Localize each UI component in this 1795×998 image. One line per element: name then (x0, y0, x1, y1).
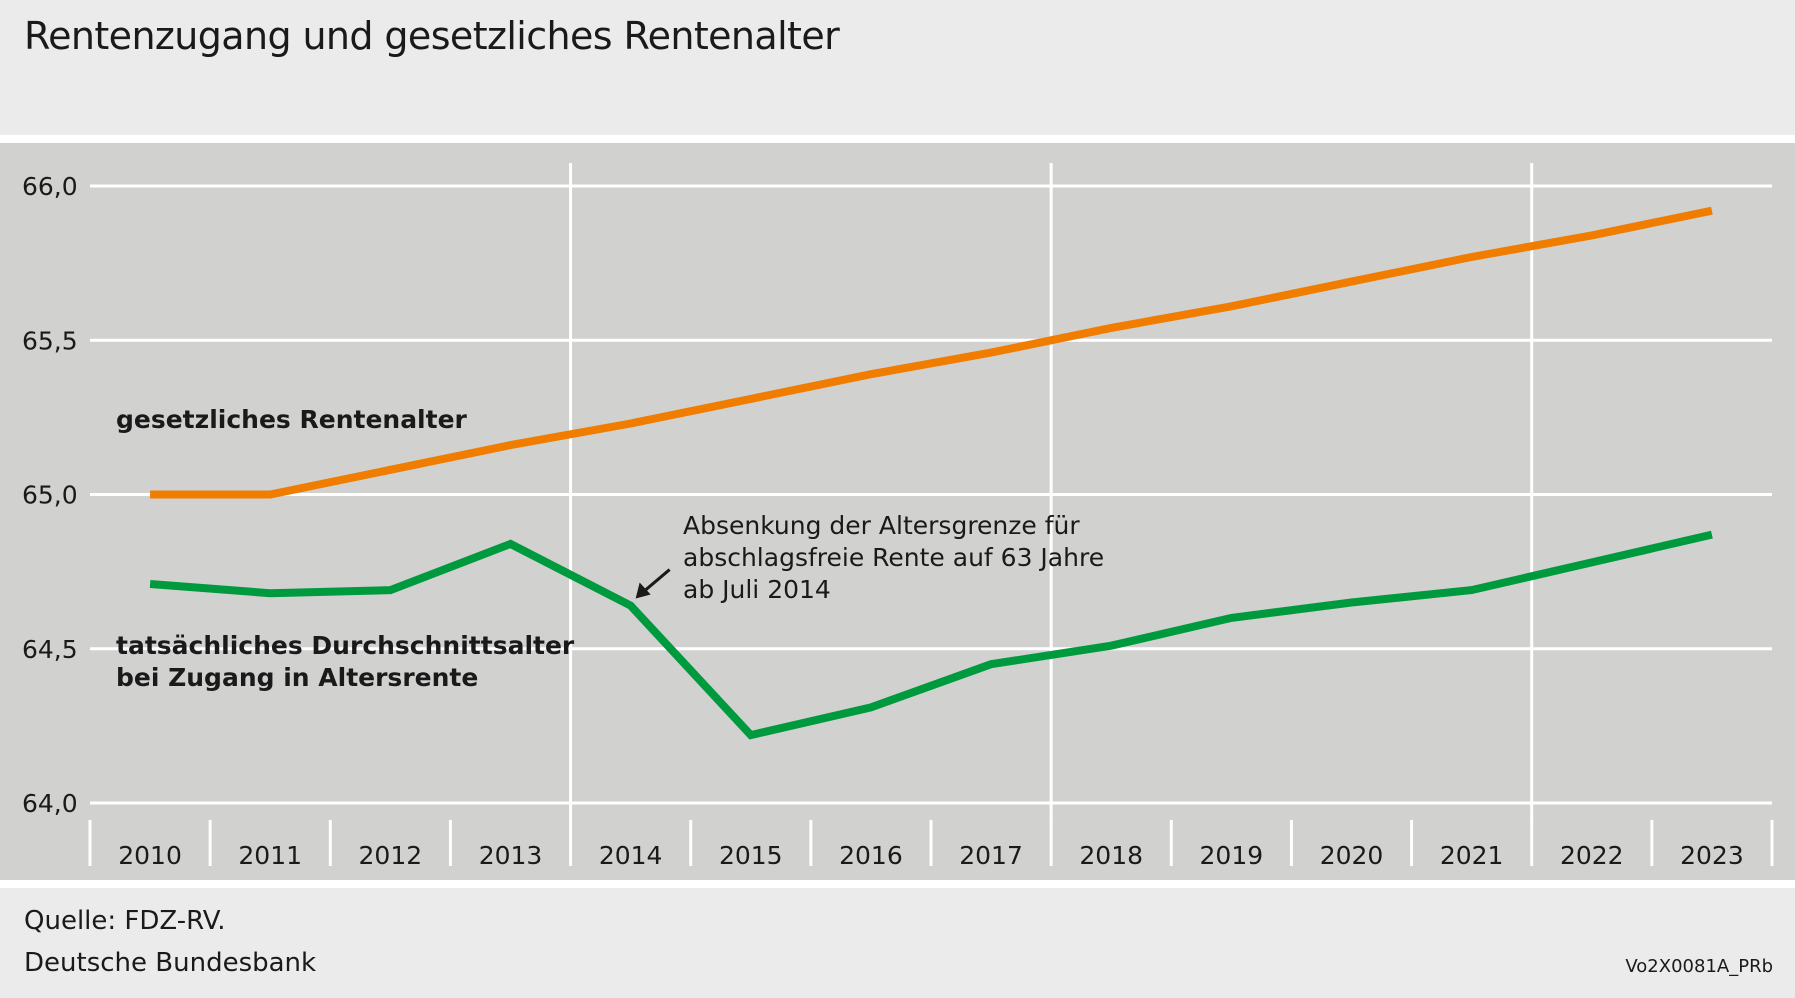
bottom-divider (0, 880, 1795, 888)
x-tick-label: 2022 (1560, 841, 1624, 870)
x-tick-label: 2019 (1200, 841, 1264, 870)
publisher-note: Deutsche Bundesbank (24, 948, 317, 978)
y-tick-label: 64,0 (22, 789, 78, 818)
series-line-0 (150, 206, 1713, 499)
x-tick-label: 2021 (1440, 841, 1504, 870)
x-tick-label: 2014 (599, 841, 663, 870)
x-tick-label: 2013 (479, 841, 543, 870)
annotation-arrow-head (635, 582, 651, 599)
top-divider (0, 135, 1795, 143)
annotation-text: ab Juli 2014 (683, 575, 831, 604)
plot-area (0, 143, 1795, 880)
x-tick-label: 2015 (719, 841, 783, 870)
x-tick-label: 2018 (1079, 841, 1143, 870)
y-tick-label: 65,5 (22, 326, 78, 355)
series-label-1-line: tatsächliches Durchschnittsalter (116, 631, 575, 660)
chart-code: Vo2X0081A_PRb (1625, 956, 1773, 977)
source-note: Quelle: FDZ-RV. (24, 906, 226, 936)
series-label-0: gesetzliches Rentenalter (116, 405, 468, 434)
y-tick-label: 66,0 (22, 172, 78, 201)
y-tick-label: 65,0 (22, 481, 78, 510)
x-tick-label: 2012 (359, 841, 423, 870)
x-tick-label: 2023 (1680, 841, 1744, 870)
annotation-text: Absenkung der Altersgrenze für (683, 511, 1080, 540)
x-tick-label: 2016 (839, 841, 903, 870)
y-tick-label: 64,5 (22, 635, 78, 664)
series-label-1-line: bei Zugang in Altersrente (116, 663, 478, 692)
annotation-arrow-shaft (642, 568, 671, 593)
x-tick-label: 2017 (959, 841, 1023, 870)
series-line-1 (149, 530, 1713, 740)
x-tick-label: 2010 (118, 841, 182, 870)
page-title: Rentenzugang und gesetzliches Rentenalte… (24, 14, 840, 58)
x-tick-label: 2020 (1320, 841, 1384, 870)
annotation-text: abschlagsfreie Rente auf 63 Jahre (683, 543, 1104, 572)
x-tick-label: 2011 (238, 841, 302, 870)
